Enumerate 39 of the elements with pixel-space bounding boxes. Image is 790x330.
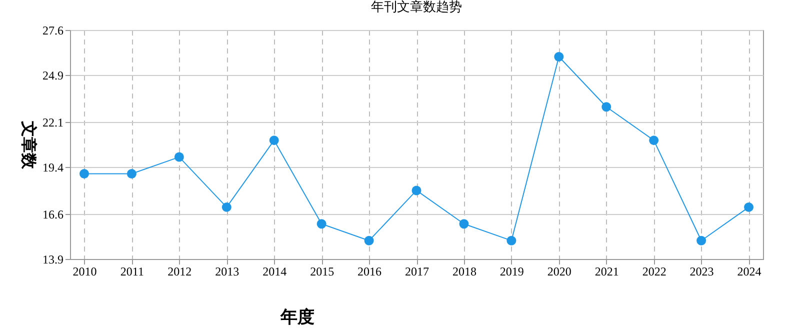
x-tick-label: 2024 xyxy=(737,264,762,278)
point xyxy=(506,236,516,246)
x-tick-label: 2020 xyxy=(547,264,572,278)
point xyxy=(79,169,89,178)
x-tick-label: 2019 xyxy=(500,264,524,278)
y-axis-title: 文章数 xyxy=(20,120,38,170)
y-tick-label: 19.4 xyxy=(42,160,64,175)
x-tick-label: 2016 xyxy=(358,264,382,278)
y-tick-label: 27.6 xyxy=(42,24,64,38)
x-tick-label: 2011 xyxy=(120,264,144,278)
point xyxy=(412,186,422,196)
x-tick-label: 2013 xyxy=(215,264,240,278)
point xyxy=(649,136,659,146)
x-axis-title: 年度 xyxy=(280,308,314,326)
x-tick-label: 2014 xyxy=(262,264,287,278)
x-tick-label: 2015 xyxy=(310,264,334,278)
x-tick-label: 2023 xyxy=(690,264,714,278)
point xyxy=(316,219,326,229)
point xyxy=(459,219,469,229)
x-tick-label: 2021 xyxy=(594,264,619,278)
point xyxy=(744,202,754,212)
x-tick-label: 2017 xyxy=(405,264,429,278)
y-tick-label: 16.6 xyxy=(42,207,64,222)
point xyxy=(174,152,184,162)
point xyxy=(222,202,232,212)
y-tick-label: 24.9 xyxy=(42,68,64,83)
y-tick-label: 22.1 xyxy=(42,115,64,130)
point xyxy=(126,169,136,178)
point xyxy=(364,236,374,246)
x-tick-label: 2018 xyxy=(452,264,476,278)
point xyxy=(696,236,706,246)
point xyxy=(554,52,564,62)
chart-title: 年刊文章数趋势 xyxy=(371,0,462,14)
x-tick-label: 2010 xyxy=(72,264,97,278)
point xyxy=(602,102,612,112)
y-tick-label: 13.9 xyxy=(42,252,64,266)
x-tick-label: 2012 xyxy=(168,264,192,278)
x-tick-label: 2022 xyxy=(642,264,666,278)
point xyxy=(269,136,279,146)
